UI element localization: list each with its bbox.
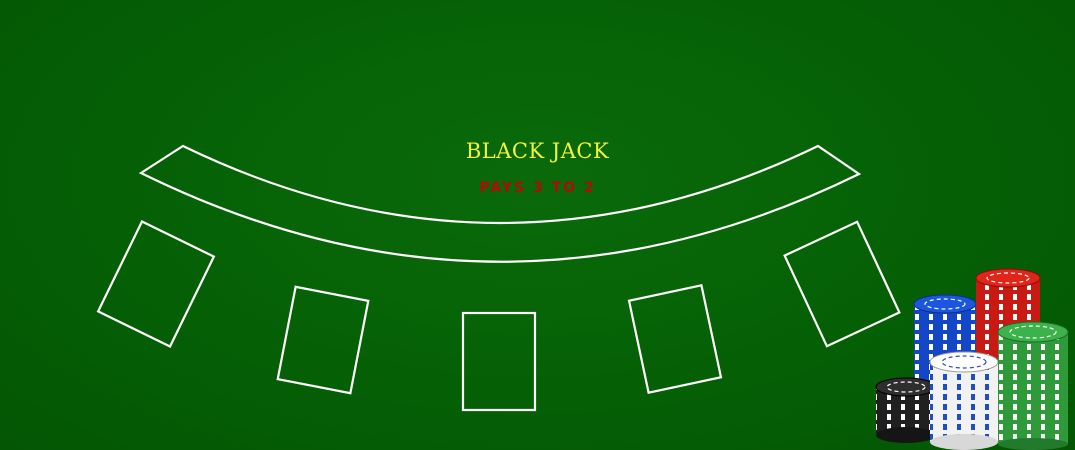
payout-label: PAYS 3 TO 2	[479, 180, 596, 196]
white-chip-stack	[929, 351, 999, 450]
black-chip-stack	[875, 377, 937, 443]
green-chip-stack	[997, 321, 1069, 450]
insurance-arc	[138, 144, 862, 263]
chip-stacks	[875, 268, 1069, 450]
player-spot-1[interactable]	[96, 220, 216, 348]
player-spot-3[interactable]	[461, 311, 537, 412]
table-title: BLACK JACK	[465, 139, 610, 163]
player-spot-4[interactable]	[627, 284, 723, 394]
player-spot-5[interactable]	[783, 220, 901, 348]
player-spot-2[interactable]	[276, 285, 370, 395]
